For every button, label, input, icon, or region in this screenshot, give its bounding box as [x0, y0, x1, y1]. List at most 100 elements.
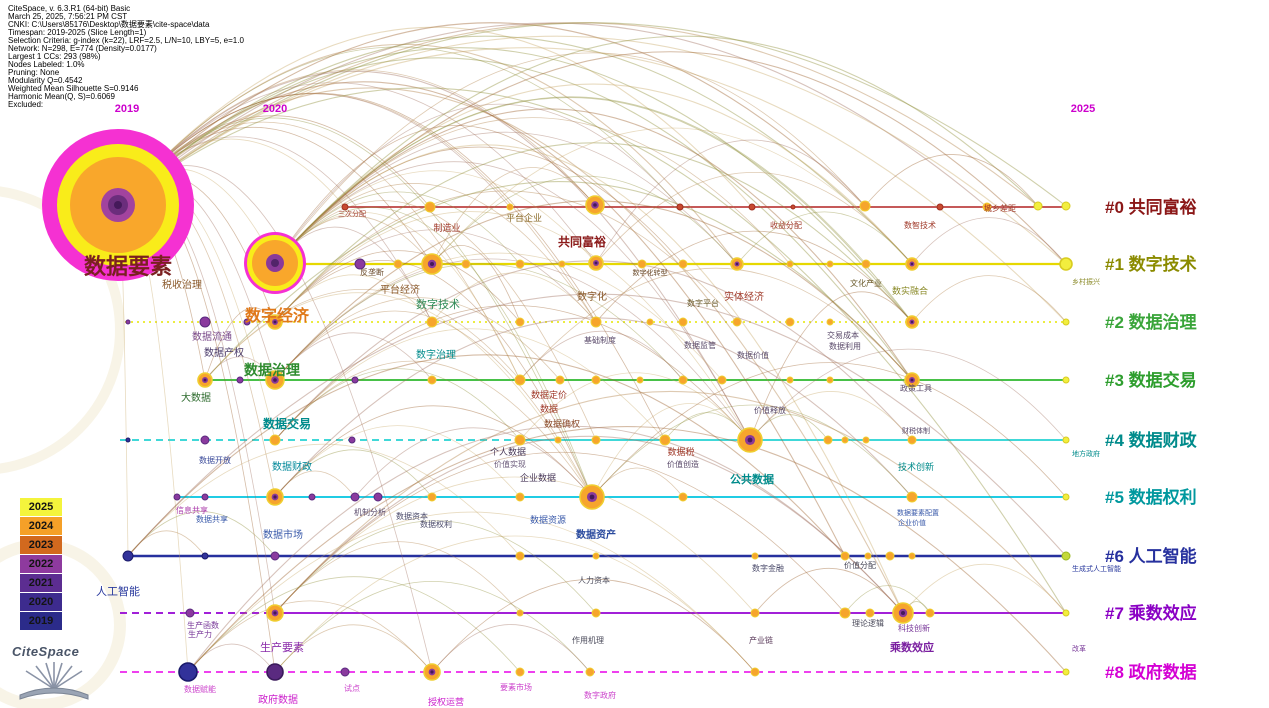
graph-node[interactable]	[393, 259, 403, 269]
graph-node[interactable]	[1062, 376, 1070, 384]
graph-node[interactable]	[516, 609, 524, 617]
graph-node[interactable]	[515, 317, 525, 327]
graph-node[interactable]	[826, 260, 834, 268]
graph-node[interactable]	[348, 436, 356, 444]
graph-node[interactable]	[859, 200, 871, 212]
graph-node[interactable]	[201, 493, 209, 501]
graph-node[interactable]	[1059, 257, 1073, 271]
graph-node[interactable]	[426, 316, 438, 328]
graph-node[interactable]	[906, 491, 918, 503]
graph-node[interactable]	[1062, 668, 1070, 676]
graph-node[interactable]	[637, 259, 647, 269]
graph-node[interactable]	[515, 667, 525, 677]
major-node[interactable]	[42, 129, 194, 281]
graph-node[interactable]	[785, 317, 795, 327]
graph-node[interactable]	[839, 607, 851, 619]
graph-node[interactable]	[750, 667, 760, 677]
graph-node[interactable]	[373, 492, 383, 502]
graph-node[interactable]	[421, 253, 443, 275]
graph-node[interactable]	[1033, 201, 1043, 211]
graph-node[interactable]	[427, 375, 437, 385]
graph-node[interactable]	[514, 434, 526, 446]
graph-node[interactable]	[786, 376, 794, 384]
graph-node[interactable]	[514, 374, 526, 386]
graph-node[interactable]	[982, 202, 992, 212]
graph-node[interactable]	[636, 376, 644, 384]
graph-node[interactable]	[862, 436, 870, 444]
graph-node[interactable]	[936, 203, 944, 211]
graph-node[interactable]	[1062, 609, 1070, 617]
graph-node[interactable]	[905, 315, 919, 329]
graph-node[interactable]	[737, 427, 763, 453]
graph-node[interactable]	[1061, 201, 1071, 211]
graph-node[interactable]	[185, 608, 195, 618]
graph-node[interactable]	[351, 376, 359, 384]
graph-node[interactable]	[199, 316, 211, 328]
graph-node[interactable]	[354, 258, 366, 270]
graph-node[interactable]	[861, 259, 871, 269]
graph-node[interactable]	[885, 551, 895, 561]
graph-node[interactable]	[515, 492, 525, 502]
graph-node[interactable]	[266, 663, 284, 681]
graph-node[interactable]	[826, 318, 834, 326]
graph-node[interactable]	[841, 436, 849, 444]
graph-node[interactable]	[585, 667, 595, 677]
graph-node[interactable]	[790, 204, 796, 210]
graph-node[interactable]	[678, 375, 688, 385]
graph-node[interactable]	[267, 314, 283, 330]
graph-node[interactable]	[340, 667, 350, 677]
graph-node[interactable]	[717, 375, 727, 385]
graph-node[interactable]	[678, 492, 688, 502]
graph-node[interactable]	[558, 260, 566, 268]
graph-node[interactable]	[646, 318, 654, 326]
graph-node[interactable]	[555, 375, 565, 385]
graph-node[interactable]	[173, 493, 181, 501]
graph-node[interactable]	[554, 436, 562, 444]
graph-node[interactable]	[125, 437, 131, 443]
graph-node[interactable]	[678, 317, 688, 327]
graph-node[interactable]	[925, 608, 935, 618]
graph-node[interactable]	[266, 488, 284, 506]
graph-node[interactable]	[748, 203, 756, 211]
graph-node[interactable]	[676, 203, 684, 211]
graph-node[interactable]	[1061, 551, 1071, 561]
graph-node[interactable]	[864, 552, 872, 560]
graph-node[interactable]	[659, 434, 671, 446]
graph-node[interactable]	[591, 608, 601, 618]
graph-node[interactable]	[341, 203, 349, 211]
graph-node[interactable]	[591, 375, 601, 385]
graph-node[interactable]	[350, 492, 360, 502]
graph-node[interactable]	[592, 552, 600, 560]
graph-node[interactable]	[732, 317, 742, 327]
graph-node[interactable]	[826, 376, 834, 384]
graph-node[interactable]	[588, 255, 604, 271]
major-node[interactable]	[244, 232, 306, 294]
graph-node[interactable]	[269, 434, 281, 446]
graph-node[interactable]	[585, 195, 605, 215]
graph-node[interactable]	[590, 316, 602, 328]
graph-node[interactable]	[750, 608, 760, 618]
graph-node[interactable]	[243, 318, 251, 326]
graph-node[interactable]	[579, 484, 605, 510]
graph-node[interactable]	[270, 551, 280, 561]
graph-node[interactable]	[125, 319, 131, 325]
graph-node[interactable]	[308, 493, 316, 501]
graph-node[interactable]	[865, 608, 875, 618]
graph-node[interactable]	[1062, 318, 1070, 326]
graph-node[interactable]	[178, 662, 198, 682]
graph-node[interactable]	[678, 259, 688, 269]
graph-node[interactable]	[907, 435, 917, 445]
graph-node[interactable]	[515, 259, 525, 269]
graph-node[interactable]	[423, 663, 441, 681]
graph-node[interactable]	[506, 203, 514, 211]
graph-node[interactable]	[892, 602, 914, 624]
graph-node[interactable]	[424, 201, 436, 213]
graph-node[interactable]	[1062, 493, 1070, 501]
graph-node[interactable]	[265, 370, 285, 390]
graph-node[interactable]	[840, 551, 850, 561]
graph-node[interactable]	[236, 376, 244, 384]
graph-node[interactable]	[461, 259, 471, 269]
graph-node[interactable]	[1062, 436, 1070, 444]
graph-node[interactable]	[908, 552, 916, 560]
